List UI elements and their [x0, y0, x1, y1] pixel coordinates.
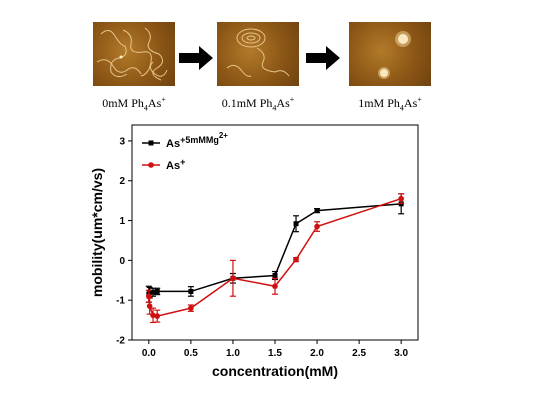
legend: As+5mMMg2+ As+: [142, 131, 228, 172]
legend-item-1: As+: [142, 157, 185, 172]
legend-label: As+5mMMg2+: [166, 131, 228, 150]
legend-item-0: As+5mMMg2+: [142, 131, 228, 150]
data-point: [154, 288, 160, 294]
data-point: [150, 312, 156, 319]
afm-image-1mm: [349, 22, 431, 86]
data-point: [293, 256, 299, 263]
x-tick-label: 0.5: [184, 348, 198, 359]
data-point: [188, 288, 194, 294]
afm-texture-condensed-strands: [226, 28, 290, 77]
x-tick-label: 1.5: [268, 348, 282, 359]
series-line: [148, 197, 402, 317]
data-point: [314, 223, 320, 230]
data-point: [154, 313, 161, 319]
series-1: [145, 193, 405, 324]
y-axis-label: mobility(um*cm/vs): [89, 168, 105, 297]
x-tick-label: 0.0: [142, 348, 156, 359]
x-tick-label: 2.5: [352, 348, 366, 359]
data-point: [230, 275, 236, 282]
data-point: [398, 195, 404, 202]
x-tick-label: 3.0: [394, 348, 408, 359]
y-tick-label: -1: [116, 296, 125, 307]
arrow-right-icon: [179, 46, 213, 70]
y-tick-label: 1: [119, 216, 125, 227]
data-point: [272, 273, 278, 278]
y-tick-label: -2: [116, 336, 125, 347]
x-axis-label: concentration(mM): [212, 363, 338, 379]
x-tick-label: 2.0: [310, 348, 324, 359]
y-axis-ticks: -2 -1 0 1 2 3: [116, 136, 132, 347]
y-tick-label: 0: [119, 256, 125, 267]
series-layer: [145, 193, 405, 324]
data-point: [272, 283, 278, 290]
afm-image-0.1mm: [217, 22, 299, 86]
plot-frame: [131, 124, 419, 341]
x-tick-label: 1.0: [226, 348, 240, 359]
data-point: [147, 289, 153, 295]
panel-caption-0mm: 0mM Ph4As+: [102, 95, 166, 113]
data-point: [293, 221, 299, 227]
data-point: [150, 289, 156, 295]
data-point: [314, 208, 320, 214]
arrow-right-icon: [306, 46, 340, 70]
afm-texture-globules: [378, 31, 411, 79]
afm-image-0mm: [93, 22, 175, 86]
y-tick-label: 3: [119, 136, 125, 147]
panel-caption-0.1mm: 0.1mM Ph4As+: [221, 95, 295, 113]
afm-texture-dna-strands: [96, 27, 168, 81]
legend-label: As+: [166, 157, 185, 172]
panel-caption-1mm: 1mM Ph4As+: [358, 95, 422, 113]
y-tick-label: 2: [119, 176, 125, 187]
x-axis-ticks: 0.0 0.5 1.0 1.5 2.0 2.5 3.0: [142, 340, 409, 359]
data-point: [188, 305, 194, 311]
